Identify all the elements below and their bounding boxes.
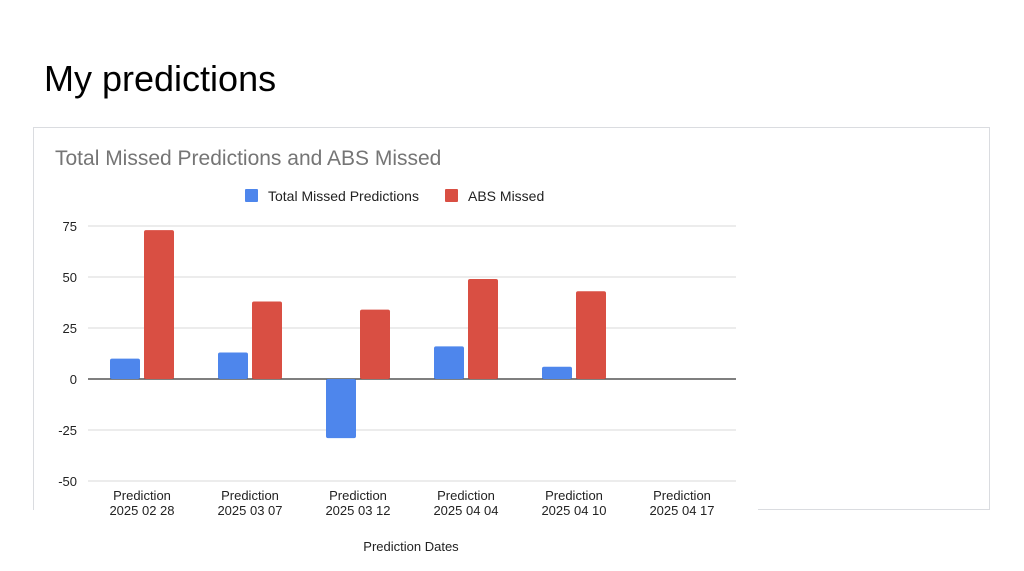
legend-label-total-missed: Total Missed Predictions xyxy=(268,188,419,204)
legend-label-abs-missed: ABS Missed xyxy=(468,188,544,204)
x-category-label: 2025 02 28 xyxy=(109,503,174,518)
bar-total-missed xyxy=(110,358,140,379)
x-category-label: 2025 03 07 xyxy=(217,503,282,518)
y-tick-label: 50 xyxy=(63,270,77,285)
x-category-label: Prediction xyxy=(221,488,279,503)
x-category-label: Prediction xyxy=(113,488,171,503)
bar-abs-missed xyxy=(360,309,390,379)
y-tick-label: -25 xyxy=(58,423,77,438)
legend-swatch-total-missed xyxy=(245,189,258,202)
y-tick-label: 0 xyxy=(70,372,77,387)
bar-abs-missed xyxy=(252,301,282,379)
slide-title: My predictions xyxy=(44,58,277,99)
x-category-label: 2025 04 10 xyxy=(541,503,606,518)
y-tick-label: 75 xyxy=(63,219,77,234)
y-tick-label: -50 xyxy=(58,474,77,489)
x-category-label: 2025 03 12 xyxy=(325,503,390,518)
x-category-label: Prediction xyxy=(653,488,711,503)
bar-total-missed xyxy=(326,379,356,439)
bar-abs-missed xyxy=(468,279,498,379)
x-category-label: 2025 04 17 xyxy=(649,503,714,518)
x-category-label: Prediction xyxy=(545,488,603,503)
x-category-label: 2025 04 04 xyxy=(433,503,498,518)
bar-abs-missed xyxy=(576,291,606,379)
x-category-label: Prediction xyxy=(437,488,495,503)
bar-abs-missed xyxy=(144,230,174,379)
bar-total-missed xyxy=(218,352,248,379)
y-tick-label: 25 xyxy=(63,321,77,336)
chart-title: Total Missed Predictions and ABS Missed xyxy=(55,147,442,170)
bar-total-missed xyxy=(542,366,572,379)
x-axis-title: Prediction Dates xyxy=(363,539,459,554)
x-category-label: Prediction xyxy=(329,488,387,503)
bar-total-missed xyxy=(434,346,464,379)
legend-swatch-abs-missed xyxy=(445,189,458,202)
